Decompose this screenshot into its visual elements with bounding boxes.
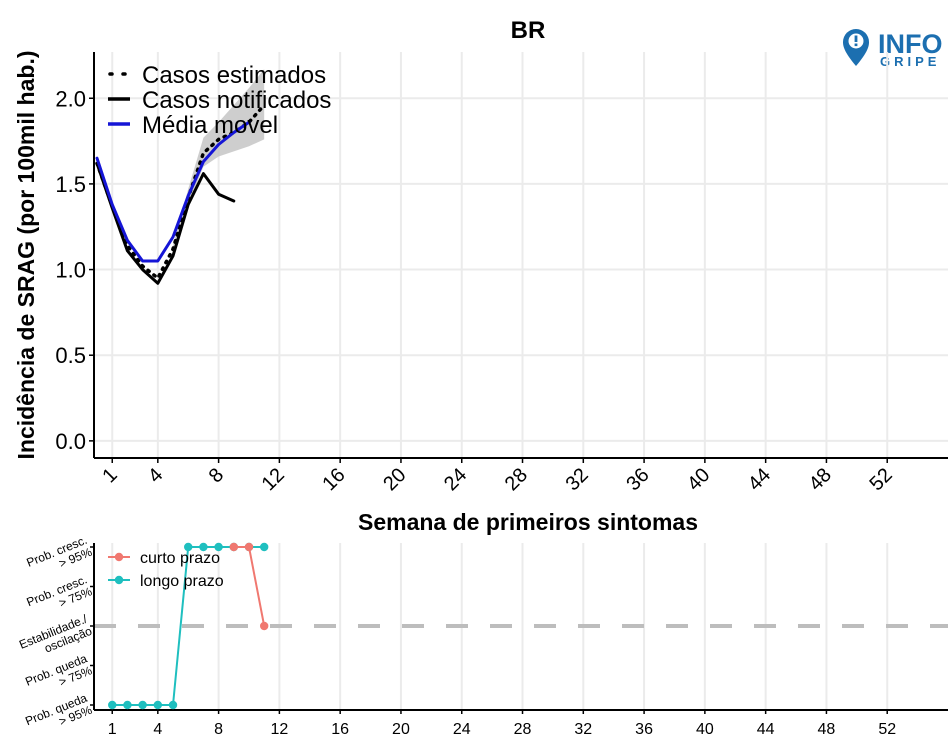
series-line [95, 120, 251, 263]
x-tick-label: 40 [696, 721, 714, 738]
trend-point [244, 542, 254, 552]
y-tick-label: 1.5 [55, 172, 86, 197]
x-tick-label: 28 [514, 721, 532, 738]
trend-point [153, 700, 163, 710]
y-tick-label: 1.0 [55, 258, 86, 283]
trend-point [168, 700, 178, 710]
trend-point [214, 542, 223, 552]
infogripe-logo: INFO GRIPE [843, 29, 943, 69]
x-tick-label: 8 [205, 464, 228, 487]
x-tick-label: 16 [331, 721, 349, 738]
trend-point [199, 542, 208, 552]
y-category-label: Prob. queda> 95% [23, 691, 94, 740]
chart-title: BR [511, 17, 546, 44]
legend-label: Casos notificados [142, 87, 331, 114]
x-tick-label: 20 [392, 721, 410, 738]
trend-point [184, 542, 193, 552]
trend-line [233, 546, 266, 627]
trend-point [138, 700, 147, 710]
x-tick-label: 24 [440, 464, 471, 495]
x-tick-label: 8 [214, 721, 223, 738]
x-tick-label: 24 [453, 721, 471, 738]
x-tick-label: 44 [757, 721, 775, 738]
trend-point [259, 542, 269, 552]
x-tick-label: 36 [622, 464, 653, 495]
legend-label: longo prazo [140, 573, 224, 590]
incidence-panel: 0.00.51.01.52.01 4 8 12 16 20 24 28 32 36 40 44 48 52… [13, 51, 948, 535]
trend-legend: curto prazo longo prazo [108, 550, 224, 590]
x-tick-label: 4 [144, 464, 167, 487]
x-tick-label: 32 [574, 721, 592, 738]
logo-text-bottom: GRIPE [880, 54, 940, 69]
x-tick-label: 52 [865, 464, 896, 495]
x-tick-label: 36 [635, 721, 653, 738]
x-tick-label: 48 [805, 464, 836, 495]
legend-label: Casos estimados [142, 62, 326, 89]
x-tick-label: 28 [501, 464, 532, 495]
x-tick-label: 44 [744, 464, 775, 495]
confidence-band [173, 69, 265, 253]
x-tick-label: 32 [562, 464, 593, 495]
legend-label: curto prazo [140, 550, 220, 567]
logo-text-top: INFO [878, 29, 943, 59]
x-tick-label: 20 [379, 464, 410, 495]
legend-label: Média movel [142, 112, 278, 139]
x-tick-label: 16 [318, 464, 349, 495]
trend-point [229, 542, 239, 552]
x-tick-label: 40 [683, 464, 714, 495]
y-axis-title: Incidência de SRAG (por 100mil hab.) [13, 51, 39, 460]
x-tick-label: 52 [878, 721, 896, 738]
series-line [95, 161, 236, 285]
x-tick-label: 12 [270, 721, 288, 738]
trend-point [259, 621, 269, 631]
y-tick-label: 0.0 [55, 429, 86, 454]
y-tick-label: 2.0 [55, 86, 86, 111]
x-tick-label: 1 [108, 721, 117, 738]
legend-swatch-dot [114, 552, 124, 562]
x-axis-title: Semana de primeiros sintomas [358, 509, 698, 535]
x-tick-label: 12 [258, 464, 289, 495]
trend-point [123, 700, 132, 710]
x-tick-label: 1 [98, 464, 121, 487]
trend-point [108, 700, 117, 710]
y-tick-label: 0.5 [55, 343, 86, 368]
legend-swatch-dot [114, 575, 124, 585]
trend-panel: Prob. queda> 95%Prob. queda> 75%Estabili… [17, 533, 948, 740]
x-tick-label: 4 [153, 721, 162, 738]
x-tick-label: 48 [818, 721, 836, 738]
